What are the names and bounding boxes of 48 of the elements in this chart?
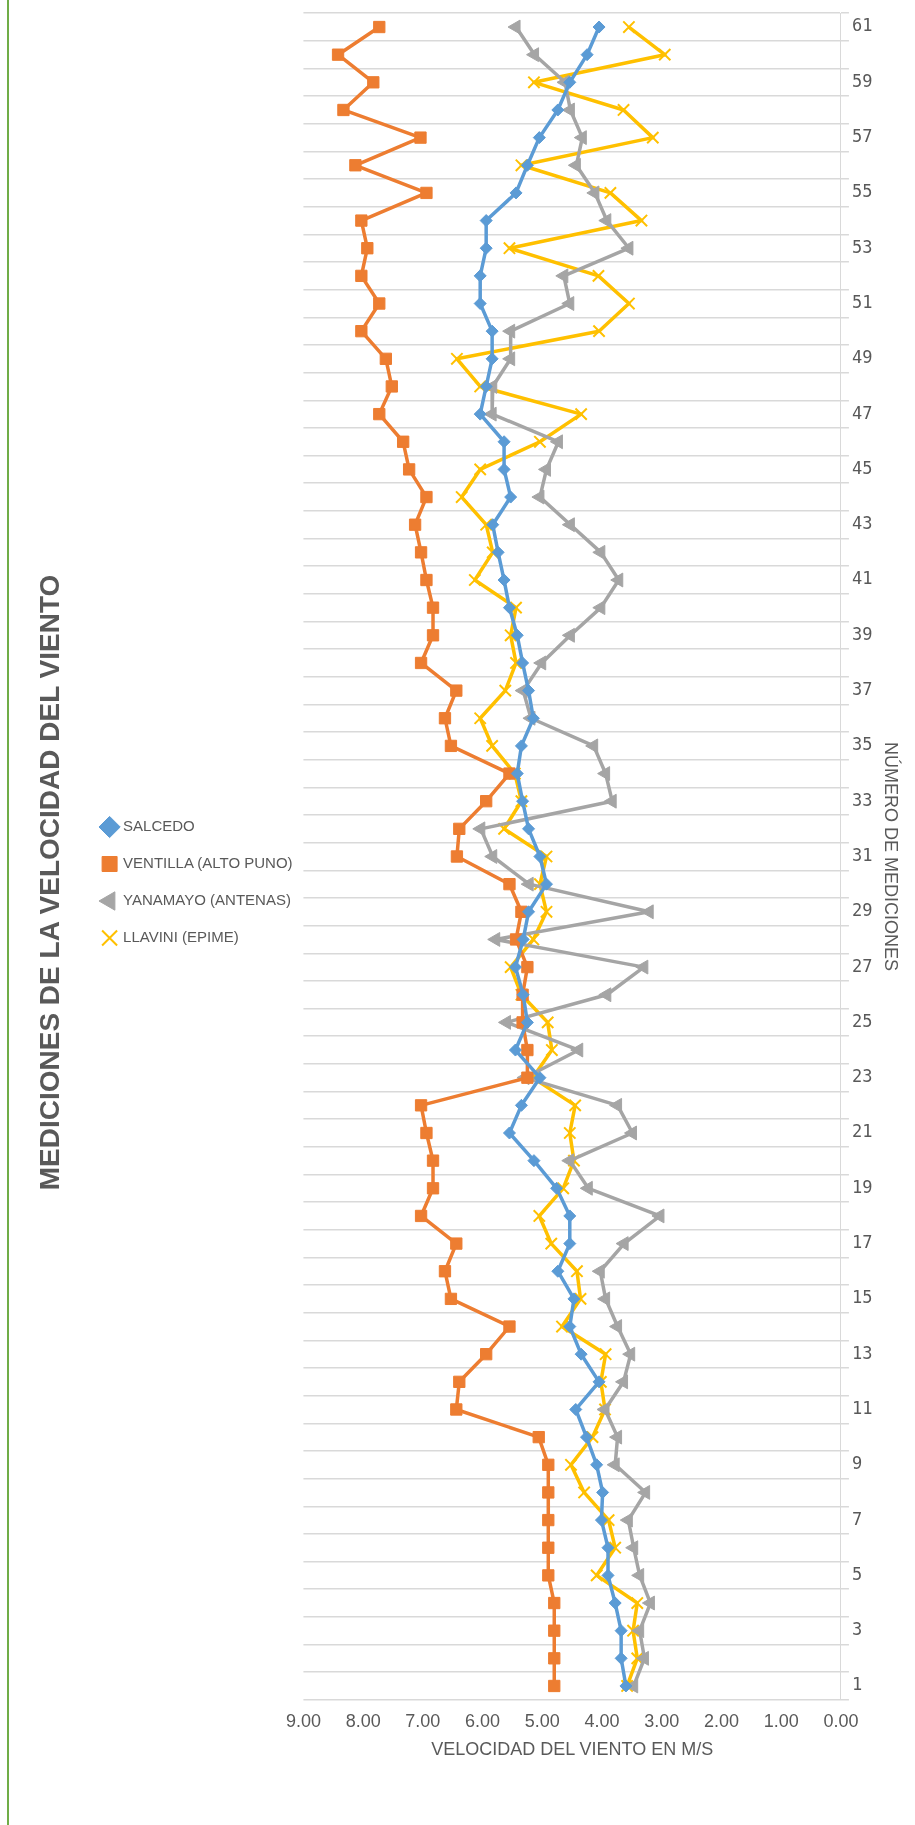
x-tick-label: 4.00 (584, 1710, 620, 1731)
y-tick-label: 53 (851, 236, 873, 257)
y-tick-label: 45 (851, 457, 873, 478)
y-tick-label: 57 (851, 126, 873, 147)
y-axis-title: NÚMERO DE MEDICIONES (881, 741, 903, 972)
y-tick-label: 1 (851, 1674, 863, 1695)
y-tick-label: 15 (851, 1287, 873, 1308)
x-tick-label: 7.00 (405, 1710, 441, 1731)
legend-label: LLAVINI (EPIME) (123, 928, 239, 946)
legend-label: VENTILLA (ALTO PUNO) (123, 854, 293, 872)
y-tick-label: 51 (851, 291, 873, 312)
y-tick-label: 3 (851, 1619, 863, 1640)
x-tick-label: 8.00 (345, 1710, 381, 1731)
y-tick-label: 21 (851, 1121, 873, 1142)
y-tick-label: 49 (851, 347, 873, 368)
text: MEDICIONES DE LA VELOCIDAD DEL VIENTO (33, 574, 65, 1191)
y-tick-label: 23 (851, 1066, 873, 1087)
y-tick-label: 13 (851, 1342, 873, 1363)
y-tick-label: 7 (851, 1508, 863, 1529)
y-tick-label: 5 (851, 1563, 863, 1584)
y-tick-label: 43 (851, 513, 873, 534)
y-tick-label: 39 (851, 623, 873, 644)
x-tick-label: 3.00 (644, 1710, 680, 1731)
y-tick-label: 31 (851, 844, 873, 865)
y-tick-label: 27 (851, 955, 873, 976)
y-tick-label: 59 (851, 70, 873, 91)
y-tick-label: 41 (851, 568, 873, 589)
y-tick-label: 33 (851, 789, 873, 810)
y-tick-label: 17 (851, 1232, 873, 1253)
y-tick-label: 29 (851, 900, 873, 921)
x-tick-label: 6.00 (465, 1710, 501, 1731)
y-tick-label: 11 (851, 1397, 873, 1418)
x-tick-label: 2.00 (703, 1710, 740, 1731)
legend-label: YANAMAYO (ANTENAS) (123, 891, 291, 909)
x-axis-title: VELOCIDAD DEL VIENTO EN M/S (431, 1739, 714, 1760)
x-tick-label: 9.00 (285, 1710, 321, 1731)
legend-label: SALCEDO (123, 817, 195, 835)
y-tick-label: 35 (851, 734, 873, 755)
y-tick-label: 9 (851, 1453, 863, 1474)
y-tick-label: 47 (851, 402, 873, 423)
y-tick-label: 55 (851, 181, 873, 202)
y-tick-label: 25 (851, 1010, 873, 1031)
y-tick-label: 61 (851, 15, 873, 36)
x-tick-label: 0.00 (823, 1710, 859, 1731)
y-tick-label: 37 (851, 679, 873, 700)
x-tick-label: 5.00 (524, 1710, 560, 1731)
x-tick-label: 1.00 (763, 1710, 799, 1731)
y-tick-label: 19 (851, 1176, 873, 1197)
